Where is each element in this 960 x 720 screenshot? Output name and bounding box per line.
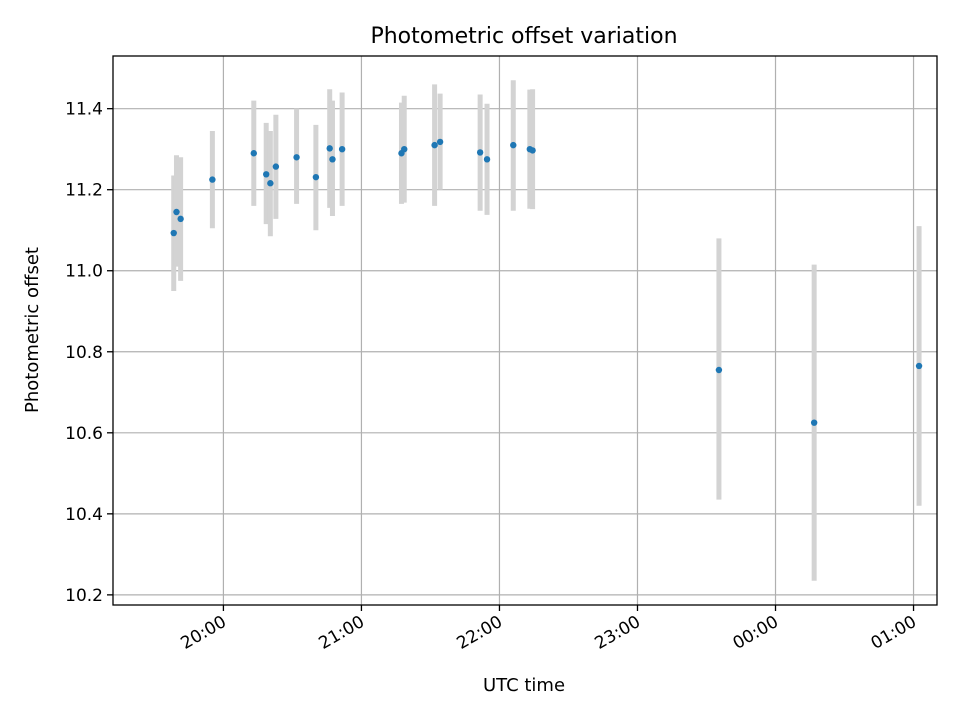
data-point <box>177 215 184 223</box>
data-point <box>173 208 180 216</box>
data-point <box>476 149 484 156</box>
grid-lines <box>113 56 937 605</box>
y-tick-label: 10.6 <box>65 424 103 444</box>
x-tick-label: 20:00 <box>177 612 229 654</box>
data-points <box>170 138 923 426</box>
data-point <box>401 145 408 153</box>
data-point <box>326 145 333 152</box>
data-point <box>915 362 923 370</box>
y-tick-label: 11.2 <box>65 181 103 201</box>
data-point <box>529 147 536 154</box>
data-point <box>483 156 491 163</box>
data-point <box>293 154 300 161</box>
data-point <box>267 180 274 187</box>
data-point <box>329 156 336 163</box>
y-axis-ticks: 10.2 10.4 10.6 10.8 11.0 11.2 11.4 <box>65 100 113 606</box>
data-point <box>338 145 346 153</box>
data-point <box>263 171 270 178</box>
plot-frame <box>112 55 938 606</box>
data-point <box>312 173 320 181</box>
y-tick-label: 11.0 <box>65 262 103 282</box>
data-point <box>170 229 177 237</box>
data-point <box>510 141 517 149</box>
data-point <box>209 176 216 183</box>
x-axis-label: UTC time <box>483 675 565 696</box>
y-tick-label: 10.2 <box>65 586 103 606</box>
chart-title: Photometric offset variation <box>370 24 677 49</box>
data-point <box>250 150 257 157</box>
x-tick-label: 21:00 <box>316 612 368 654</box>
data-point <box>272 163 280 170</box>
y-tick-label: 11.4 <box>65 100 103 120</box>
y-tick-label: 10.4 <box>65 505 103 525</box>
y-tick-label: 10.8 <box>65 343 103 363</box>
error-bars <box>171 80 922 581</box>
x-tick-label: 22:00 <box>454 612 506 654</box>
x-tick-label: 00:00 <box>730 612 782 654</box>
data-point <box>715 366 723 374</box>
data-point <box>431 141 438 149</box>
x-tick-label: 01:00 <box>868 612 920 654</box>
data-point <box>436 138 444 146</box>
x-axis-ticks: 20:00 21:00 22:00 23:00 00:00 01:00 <box>177 605 920 654</box>
data-point <box>810 419 818 426</box>
y-axis-label: Photometric offset <box>22 247 43 413</box>
x-tick-label: 23:00 <box>592 612 644 654</box>
